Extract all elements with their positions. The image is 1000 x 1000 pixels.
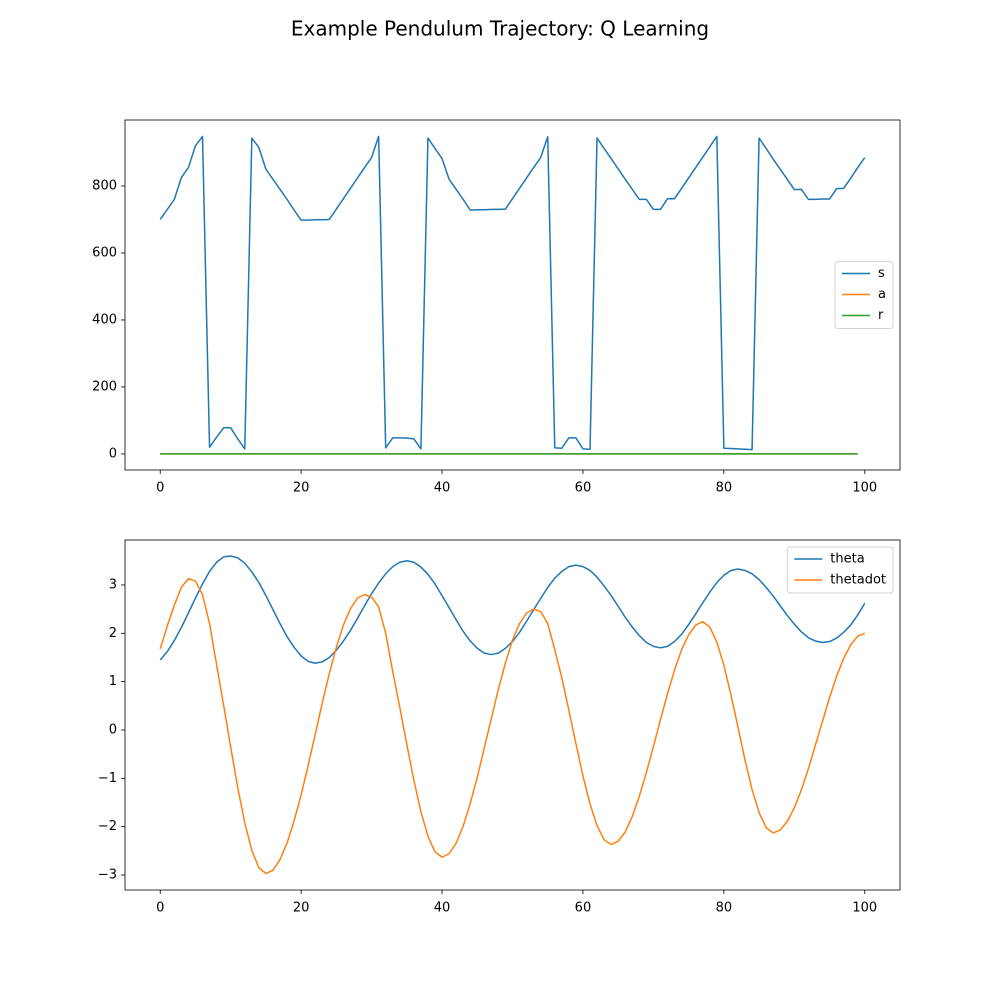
legend: theta thetadot [786, 546, 894, 594]
y-tick-label: −2 [98, 819, 117, 834]
data-line [159, 135, 866, 451]
axes: 0 20 40 60 80 100 −3 −2 −1 0 1 2 3 theta thetadot [98, 539, 901, 916]
x-tick-label: 80 [716, 901, 733, 916]
x-tick-label: 60 [575, 481, 592, 496]
x-tick-label: 100 [852, 901, 877, 916]
legend-label: s [878, 266, 885, 281]
x-tick-label: 20 [293, 901, 310, 916]
x-tick-label: 40 [434, 481, 451, 496]
figure-title: Example Pendulum Trajectory: Q Learning [291, 17, 709, 41]
legend: sar [834, 261, 894, 329]
axes: 0 20 40 60 80 100 0 200 400 600 800 sar [92, 119, 901, 496]
x-tick-label: 20 [293, 481, 310, 496]
y-tick-label: 0 [109, 722, 117, 737]
y-tick-label: 600 [92, 245, 117, 260]
y-tick-label: 0 [109, 446, 117, 461]
legend-label: theta [830, 552, 864, 567]
legend-label: r [878, 308, 884, 323]
x-tick-label: 60 [575, 901, 592, 916]
legend-label: thetadot [830, 573, 886, 588]
x-tick-label: 0 [156, 901, 164, 916]
y-tick-label: 3 [109, 577, 117, 592]
x-tick-label: 0 [156, 481, 164, 496]
y-tick-label: −3 [98, 868, 117, 883]
y-tick-label: 1 [109, 674, 117, 689]
y-tick-label: 800 [92, 178, 117, 193]
y-tick-label: 400 [92, 312, 117, 327]
x-tick-label: 80 [716, 481, 733, 496]
axes-frame [124, 539, 901, 891]
y-tick-label: 200 [92, 379, 117, 394]
x-tick-label: 40 [434, 901, 451, 916]
y-tick-label: −1 [98, 771, 117, 786]
legend-label: a [878, 287, 886, 302]
data-line [159, 577, 866, 875]
axes-frame [124, 119, 901, 471]
x-tick-label: 100 [852, 481, 877, 496]
y-tick-label: 2 [109, 626, 117, 641]
